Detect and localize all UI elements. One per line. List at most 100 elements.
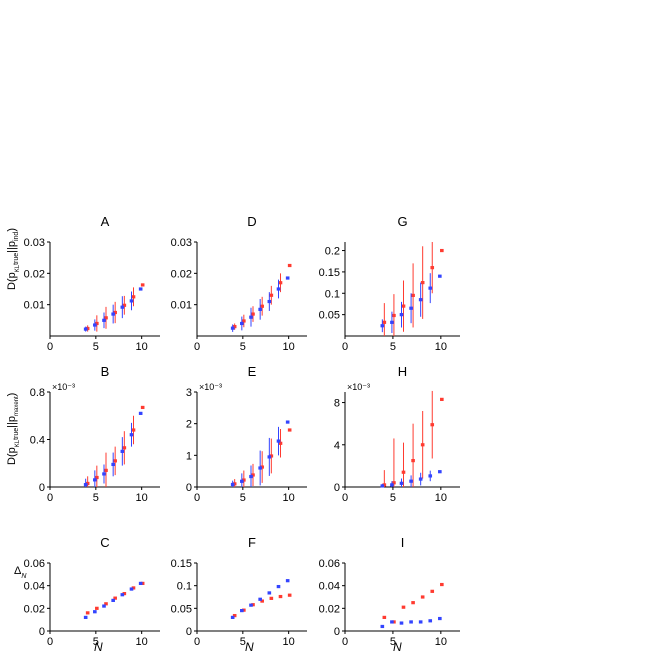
series-blue — [380, 470, 442, 488]
data-point — [95, 475, 99, 480]
x-tick-label: 10 — [283, 492, 295, 504]
axis-multiplier: ×10⁻³ — [52, 382, 75, 392]
series-blue — [230, 276, 290, 332]
x-tick-label: 10 — [283, 341, 295, 353]
panel-A: A 0 5 10 0.01 0.02 0.03 — [24, 214, 160, 353]
panel-H: H 0 5 10 0 4 8 ×10⁻³ — [334, 364, 460, 504]
data-point — [240, 479, 244, 483]
data-point — [122, 592, 127, 596]
y-tick-label: 2 — [186, 419, 192, 431]
y-tick-label: 0.03 — [171, 237, 192, 249]
data-point — [380, 484, 385, 488]
series-blue — [380, 273, 442, 334]
series-red — [382, 390, 444, 487]
panel-C: C 0 5 10 0 0.02 0.04 0.06 — [24, 535, 160, 648]
data-point — [399, 621, 404, 625]
x-tick-label: 5 — [240, 492, 246, 504]
data-point — [232, 325, 237, 329]
data-point — [440, 248, 444, 253]
data-point — [287, 263, 292, 268]
data-point — [113, 596, 117, 600]
data-point — [83, 327, 88, 331]
x-tick-label: 0 — [342, 636, 348, 648]
data-point — [428, 619, 433, 623]
data-point — [85, 326, 90, 331]
data-point — [267, 299, 272, 304]
data-point — [232, 613, 237, 618]
y-tick-label: 0.02 — [171, 268, 192, 280]
data-point — [276, 439, 281, 443]
x-tick-label: 5 — [93, 341, 99, 353]
data-point — [93, 478, 97, 482]
x-tick-label: 0 — [194, 492, 200, 504]
data-point — [278, 281, 283, 285]
panel-E: E 0 5 10 0 1 2 3 ×10⁻³ — [186, 364, 307, 504]
panel-title: E — [248, 364, 257, 379]
row2-y-label: D(pKLtrue||pmaxent) — [6, 393, 21, 465]
y-tick-label: 0.15 — [171, 558, 192, 570]
x-tick-label: 5 — [240, 341, 246, 353]
data-point — [401, 605, 406, 609]
y-tick-label: 0.06 — [24, 558, 45, 570]
data-point — [140, 581, 145, 585]
data-point — [102, 604, 106, 608]
data-point — [269, 293, 274, 297]
x-tick-label: 10 — [435, 492, 447, 504]
data-point — [260, 599, 264, 603]
data-point — [380, 324, 385, 328]
data-point — [111, 312, 115, 316]
y-tick-label: 0.1 — [177, 581, 192, 593]
data-point — [399, 481, 404, 485]
data-point — [131, 428, 136, 432]
data-point — [95, 321, 99, 326]
y-tick-label: 0.04 — [24, 581, 45, 593]
data-point — [440, 582, 444, 587]
data-point — [242, 478, 246, 482]
data-point — [129, 433, 134, 437]
data-point — [278, 441, 283, 445]
data-point — [418, 620, 423, 624]
y-tick-label: 0.02 — [24, 268, 45, 280]
data-point — [438, 616, 442, 621]
data-point — [104, 468, 108, 472]
panel-title: A — [101, 214, 110, 229]
data-point — [249, 315, 253, 319]
y-tick-label: 0.4 — [30, 435, 45, 447]
data-point — [420, 443, 425, 447]
data-point — [390, 320, 394, 324]
x-label-col2: N — [245, 640, 254, 654]
data-point — [438, 470, 442, 474]
data-point — [401, 304, 406, 308]
data-point — [420, 280, 425, 285]
x-tick-label: 5 — [240, 636, 246, 648]
x-tick-label: 10 — [435, 636, 447, 648]
x-tick-label: 0 — [342, 341, 348, 353]
data-point — [380, 624, 385, 629]
y-tick-label: 0.04 — [319, 581, 340, 593]
axis-multiplier: ×10⁻³ — [199, 382, 222, 392]
data-point — [120, 305, 125, 309]
data-point — [411, 459, 415, 463]
panel-title: D — [247, 214, 256, 229]
data-point — [258, 466, 262, 470]
data-point — [138, 411, 143, 415]
svg-text:D(pKLtrue||pmaxent): D(pKLtrue||pmaxent) — [6, 393, 21, 465]
data-point — [409, 306, 413, 310]
data-point — [95, 606, 99, 610]
x-tick-label: 0 — [47, 492, 53, 504]
data-point — [276, 287, 281, 291]
series-red — [232, 593, 292, 618]
data-point — [285, 579, 290, 583]
panel-title: I — [401, 535, 405, 550]
y-tick-label: 0 — [186, 482, 192, 494]
y-tick-label: 3 — [186, 387, 192, 399]
data-point — [285, 420, 290, 424]
data-point — [260, 304, 264, 308]
x-tick-label: 10 — [435, 341, 447, 353]
data-point — [230, 482, 235, 487]
x-tick-label: 0 — [194, 636, 200, 648]
data-point — [249, 474, 253, 479]
data-point — [390, 620, 394, 624]
data-point — [251, 603, 255, 607]
data-point — [399, 313, 404, 317]
